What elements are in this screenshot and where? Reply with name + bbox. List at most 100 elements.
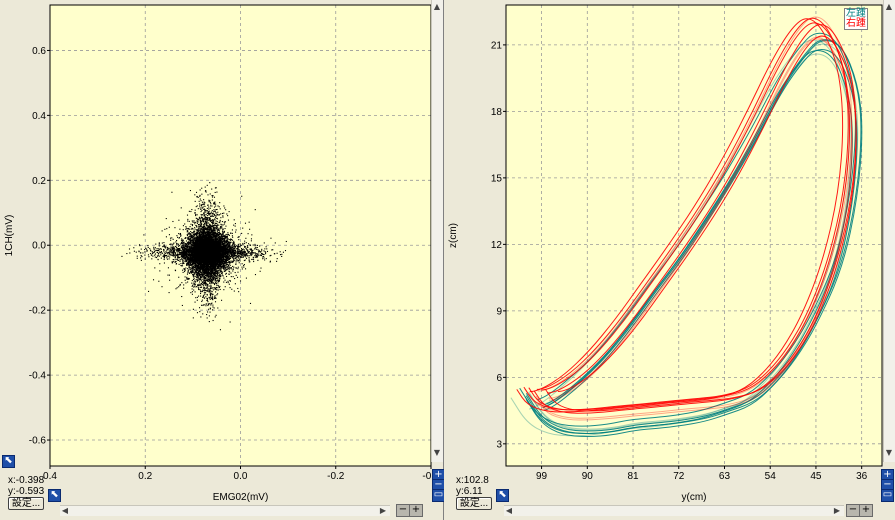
scatter-point xyxy=(221,227,223,229)
scatter-point xyxy=(219,273,221,275)
scatter-point xyxy=(180,235,182,237)
scatter-point xyxy=(193,286,195,288)
scatter-point xyxy=(200,221,202,223)
scatter-point xyxy=(207,230,209,232)
scatter-point xyxy=(239,256,241,258)
scatter-point xyxy=(201,277,203,279)
scatter-point xyxy=(212,272,214,274)
scatter-point xyxy=(183,257,185,259)
scatter-point xyxy=(208,276,210,278)
scatter-point xyxy=(217,289,219,291)
scatter-point xyxy=(214,296,216,298)
scatter-point xyxy=(192,243,194,245)
scatter-point xyxy=(266,248,268,250)
scatter-point xyxy=(186,264,188,266)
scatter-point xyxy=(205,211,207,213)
scatter-point xyxy=(182,225,184,227)
scatter-point xyxy=(180,234,182,236)
scatter-point xyxy=(237,246,240,248)
scatter-point xyxy=(197,196,199,198)
scatter-point xyxy=(241,263,243,265)
scatter-point xyxy=(270,237,272,239)
scatter-point xyxy=(201,207,203,209)
scatter-point xyxy=(205,220,207,222)
scatter-point xyxy=(191,237,194,239)
scatter-point xyxy=(157,254,159,256)
scatter-point xyxy=(159,251,161,253)
scatter-point xyxy=(203,201,205,203)
scatter-point xyxy=(218,273,221,275)
scatter-point xyxy=(265,246,267,248)
scatter-point xyxy=(256,255,258,257)
scatter-point xyxy=(184,260,186,262)
scatter-point xyxy=(279,251,281,253)
scatter-point xyxy=(210,203,212,205)
scatter-point xyxy=(204,280,206,282)
y-tick-2: 0.2 xyxy=(32,176,46,187)
scatter-point xyxy=(213,221,215,223)
scatter-point xyxy=(212,289,214,291)
scatter-point xyxy=(193,264,195,267)
scatter-point xyxy=(209,218,211,220)
scatter-point xyxy=(186,231,188,233)
scatter-point xyxy=(196,205,198,207)
scatter-point xyxy=(188,259,190,261)
scatter-point xyxy=(204,229,206,231)
scatter-point xyxy=(202,282,204,284)
scatter-point xyxy=(284,250,287,252)
scatter-point xyxy=(276,260,278,262)
scatter-point xyxy=(213,210,215,212)
scatter-point xyxy=(146,248,148,250)
scatter-point xyxy=(222,249,224,251)
scatter-point xyxy=(218,279,221,281)
scatter-point xyxy=(234,252,236,255)
scatter-point xyxy=(212,264,214,267)
scatter-point xyxy=(225,275,228,278)
scatter-point xyxy=(202,296,204,298)
scatter-point xyxy=(240,249,242,251)
scatter-point xyxy=(197,236,199,238)
scatter-point xyxy=(228,244,230,246)
scatter-point xyxy=(181,250,183,252)
scatter-point xyxy=(228,256,230,258)
scatter-point xyxy=(192,228,194,230)
scatter-point xyxy=(221,274,223,276)
y-tick-6: -0.6 xyxy=(29,436,47,447)
scatter-point xyxy=(210,296,212,299)
scatter-point xyxy=(212,229,214,231)
scatter-point xyxy=(185,267,187,269)
scatter-point xyxy=(198,258,200,260)
scatter-point xyxy=(233,246,235,248)
scatter-point xyxy=(201,214,204,216)
scatter-point xyxy=(236,251,238,253)
scatter-point xyxy=(176,235,178,237)
scatter-point xyxy=(179,283,181,285)
scatter-point xyxy=(252,244,254,246)
scatter-point xyxy=(169,256,171,258)
scatter-point xyxy=(214,201,216,203)
scatter-point xyxy=(234,225,236,227)
scatter-point xyxy=(210,290,212,292)
scatter-point xyxy=(200,283,202,285)
scatter-point xyxy=(179,228,181,230)
scatter-point xyxy=(210,287,212,289)
scatter-point xyxy=(177,251,179,253)
scatter-point xyxy=(216,271,218,273)
scatter-point xyxy=(225,237,227,239)
scatter-point xyxy=(176,255,179,257)
scatter-point xyxy=(153,246,155,248)
scatter-point xyxy=(182,244,184,246)
scatter-point xyxy=(208,206,210,208)
scatter-point xyxy=(231,247,233,249)
scatter-point xyxy=(216,280,218,282)
x-axis-label: EMG02(mV) xyxy=(213,492,269,503)
scatter-point xyxy=(187,233,189,235)
scatter-point xyxy=(196,226,198,228)
scatter-point xyxy=(200,221,202,223)
scatter-point xyxy=(149,253,152,255)
scatter-point xyxy=(188,265,190,267)
scatter-point xyxy=(198,295,200,297)
scatter-point xyxy=(207,224,209,226)
scatter-point xyxy=(203,224,205,226)
scatter-point xyxy=(215,266,217,268)
